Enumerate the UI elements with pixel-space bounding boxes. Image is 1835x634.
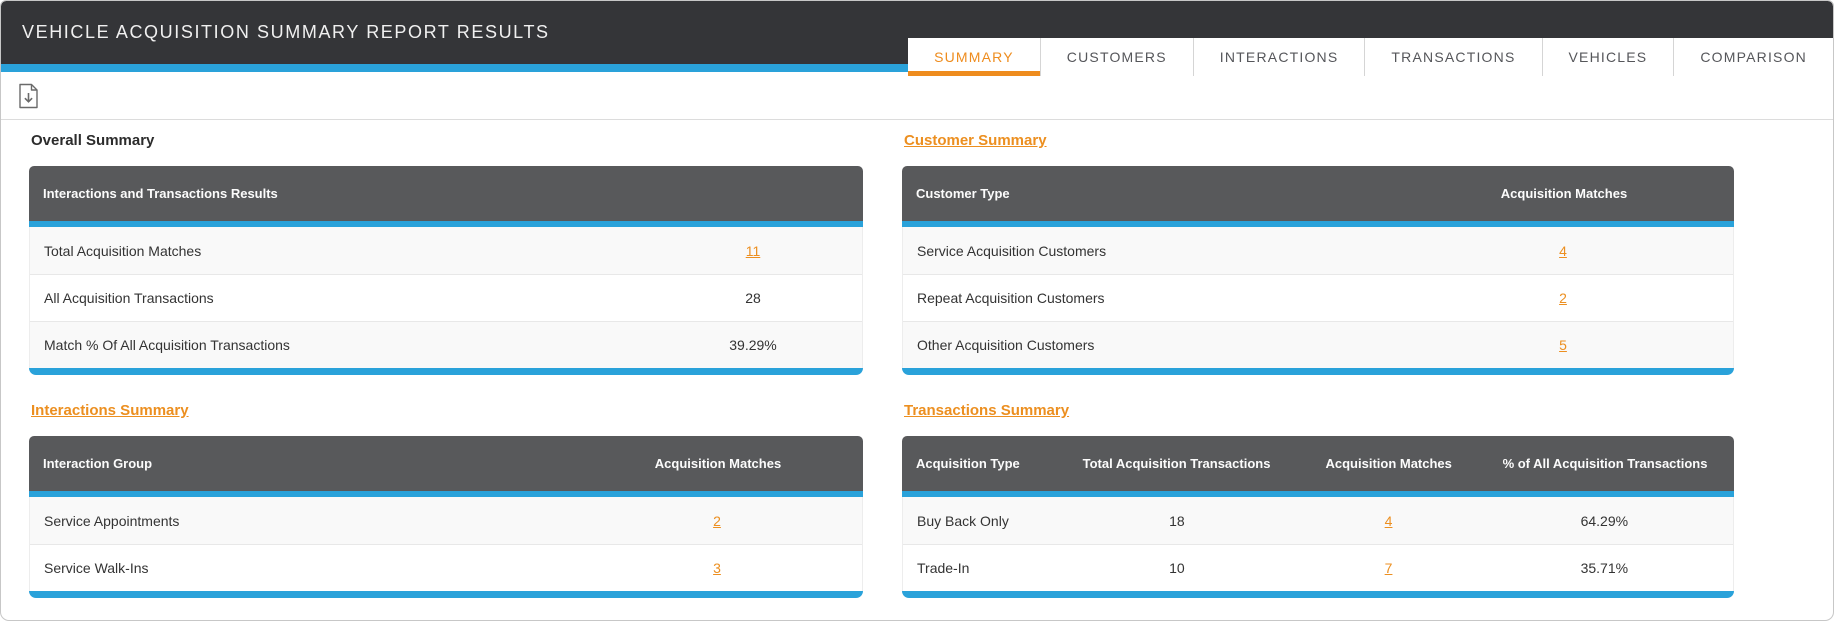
toolbar bbox=[1, 72, 1833, 120]
interactions-summary-link[interactable]: Interactions Summary bbox=[31, 402, 189, 419]
customer-summary-link[interactable]: Customer Summary bbox=[904, 132, 1047, 149]
row-label: Repeat Acquisition Customers bbox=[917, 290, 1105, 306]
trade-in-matches-link[interactable]: 7 bbox=[1384, 560, 1393, 576]
report-card: VEHICLE ACQUISITION SUMMARY REPORT RESUL… bbox=[0, 0, 1834, 621]
row-value: 18 bbox=[1169, 512, 1185, 529]
column-header: % of All Acquisition Transactions bbox=[1502, 456, 1708, 471]
transactions-summary-table-header: Acquisition Type Total Acquisition Trans… bbox=[902, 436, 1734, 491]
section-customer-summary: Customer Summary Customer Type Acquisiti… bbox=[902, 132, 1734, 375]
column-header: Customer Type bbox=[916, 186, 1010, 201]
download-report-icon bbox=[18, 83, 38, 108]
row-label: Total Acquisition Matches bbox=[44, 242, 202, 259]
table-row: Other Acquisition Customers 5 bbox=[903, 321, 1733, 368]
row-value: 35.71% bbox=[1580, 560, 1629, 576]
table-bottom-bar bbox=[29, 368, 863, 375]
row-label: Service Walk-Ins bbox=[44, 560, 149, 576]
tab-comparison-label: COMPARISON bbox=[1700, 49, 1807, 65]
section-interactions-summary: Interactions Summary Interaction Group A… bbox=[29, 402, 863, 598]
overall-summary-table-body: Total Acquisition Matches 11 All Acquisi… bbox=[29, 227, 863, 368]
transactions-summary-link[interactable]: Transactions Summary bbox=[904, 402, 1070, 419]
tab-transactions-label: TRANSACTIONS bbox=[1391, 49, 1516, 65]
page-title: VEHICLE ACQUISITION SUMMARY REPORT RESUL… bbox=[22, 22, 550, 42]
column-header: Acquisition Matches bbox=[1325, 456, 1452, 471]
column-header: Interaction Group bbox=[43, 456, 153, 471]
table-bottom-bar bbox=[902, 591, 1734, 598]
table-row: Trade-In 10 7 35.71% bbox=[903, 544, 1733, 591]
overall-summary-table: Interactions and Transactions Results To… bbox=[29, 166, 863, 375]
column-header: Acquisition Matches bbox=[654, 456, 782, 471]
tab-vehicles[interactable]: VEHICLES bbox=[1541, 38, 1674, 76]
tab-comparison[interactable]: COMPARISON bbox=[1673, 38, 1833, 76]
customer-summary-table: Customer Type Acquisition Matches Servic… bbox=[902, 166, 1734, 375]
table-row: Service Appointments 2 bbox=[30, 497, 862, 544]
row-label: All Acquisition Transactions bbox=[44, 290, 214, 306]
tab-vehicles-label: VEHICLES bbox=[1568, 49, 1648, 65]
table-accent-bar bbox=[902, 221, 1734, 227]
customer-summary-table-header: Customer Type Acquisition Matches bbox=[902, 166, 1734, 221]
customer-summary-table-body: Service Acquisition Customers 4 Repeat A… bbox=[902, 227, 1734, 368]
table-accent-bar bbox=[29, 491, 863, 497]
column-header: Total Acquisition Transactions bbox=[1082, 456, 1271, 471]
tab-transactions[interactable]: TRANSACTIONS bbox=[1364, 38, 1541, 76]
table-row: Service Acquisition Customers 4 bbox=[903, 227, 1733, 274]
transactions-summary-table: Acquisition Type Total Acquisition Trans… bbox=[902, 436, 1734, 598]
tab-customers-label: CUSTOMERS bbox=[1066, 49, 1167, 65]
tab-summary[interactable]: SUMMARY bbox=[908, 38, 1040, 76]
row-value: 28 bbox=[745, 290, 761, 306]
service-walk-ins-link[interactable]: 3 bbox=[713, 560, 721, 576]
table-accent-bar bbox=[29, 221, 863, 227]
service-appointments-link[interactable]: 2 bbox=[713, 512, 721, 529]
section-transactions-summary: Transactions Summary Acquisition Type To… bbox=[902, 402, 1734, 598]
table-row: Repeat Acquisition Customers 2 bbox=[903, 274, 1733, 321]
table-accent-bar bbox=[902, 491, 1734, 497]
interactions-summary-heading-wrap: Interactions Summary bbox=[31, 402, 863, 422]
row-label: Trade-In bbox=[917, 560, 970, 576]
tab-summary-label: SUMMARY bbox=[934, 49, 1014, 65]
service-acquisition-customers-link[interactable]: 4 bbox=[1559, 242, 1567, 259]
overall-summary-heading-wrap: Overall Summary bbox=[31, 132, 863, 152]
other-acquisition-customers-link[interactable]: 5 bbox=[1559, 337, 1567, 353]
column-header: Interactions and Transactions Results bbox=[43, 186, 278, 201]
row-label: Service Appointments bbox=[44, 512, 180, 529]
interactions-summary-table-body: Service Appointments 2 Service Walk-Ins … bbox=[29, 497, 863, 591]
tab-customers[interactable]: CUSTOMERS bbox=[1039, 38, 1193, 76]
row-label: Service Acquisition Customers bbox=[917, 242, 1107, 259]
column-header: Acquisition Matches bbox=[1500, 186, 1628, 201]
table-row: Service Walk-Ins 3 bbox=[30, 544, 862, 591]
section-overall-summary: Overall Summary Interactions and Transac… bbox=[29, 132, 863, 375]
tab-bar: SUMMARY CUSTOMERS INTERACTIONS TRANSACTI… bbox=[908, 38, 1833, 76]
tab-interactions[interactable]: INTERACTIONS bbox=[1192, 38, 1365, 76]
row-label: Buy Back Only bbox=[917, 512, 1009, 529]
report-body: Overall Summary Interactions and Transac… bbox=[1, 120, 1833, 598]
row-value: 10 bbox=[1169, 560, 1185, 576]
row-value: 39.29% bbox=[729, 337, 777, 353]
interactions-summary-table: Interaction Group Acquisition Matches Se… bbox=[29, 436, 863, 598]
interactions-summary-table-header: Interaction Group Acquisition Matches bbox=[29, 436, 863, 491]
table-bottom-bar bbox=[902, 368, 1734, 375]
app-header: VEHICLE ACQUISITION SUMMARY REPORT RESUL… bbox=[1, 1, 1833, 76]
column-header: Acquisition Type bbox=[916, 456, 1020, 471]
tab-interactions-label: INTERACTIONS bbox=[1219, 49, 1339, 65]
overall-summary-heading: Overall Summary bbox=[31, 132, 155, 149]
download-report-button[interactable] bbox=[14, 80, 42, 112]
table-row: Total Acquisition Matches 11 bbox=[30, 227, 862, 274]
table-row: Match % Of All Acquisition Transactions … bbox=[30, 321, 862, 368]
buy-back-only-matches-link[interactable]: 4 bbox=[1384, 512, 1393, 529]
table-row: Buy Back Only 18 4 64.29% bbox=[903, 497, 1733, 544]
row-label: Other Acquisition Customers bbox=[917, 337, 1095, 353]
transactions-summary-table-body: Buy Back Only 18 4 64.29% Trade-In 10 7 … bbox=[902, 497, 1734, 591]
row-value: 64.29% bbox=[1580, 512, 1629, 529]
customer-summary-heading-wrap: Customer Summary bbox=[904, 132, 1734, 152]
table-row: All Acquisition Transactions 28 bbox=[30, 274, 862, 321]
repeat-acquisition-customers-link[interactable]: 2 bbox=[1559, 290, 1567, 306]
overall-summary-table-header: Interactions and Transactions Results bbox=[29, 166, 863, 221]
total-acquisition-matches-link[interactable]: 11 bbox=[745, 242, 761, 259]
row-label: Match % Of All Acquisition Transactions bbox=[44, 337, 290, 353]
transactions-summary-heading-wrap: Transactions Summary bbox=[904, 402, 1734, 422]
table-bottom-bar bbox=[29, 591, 863, 598]
